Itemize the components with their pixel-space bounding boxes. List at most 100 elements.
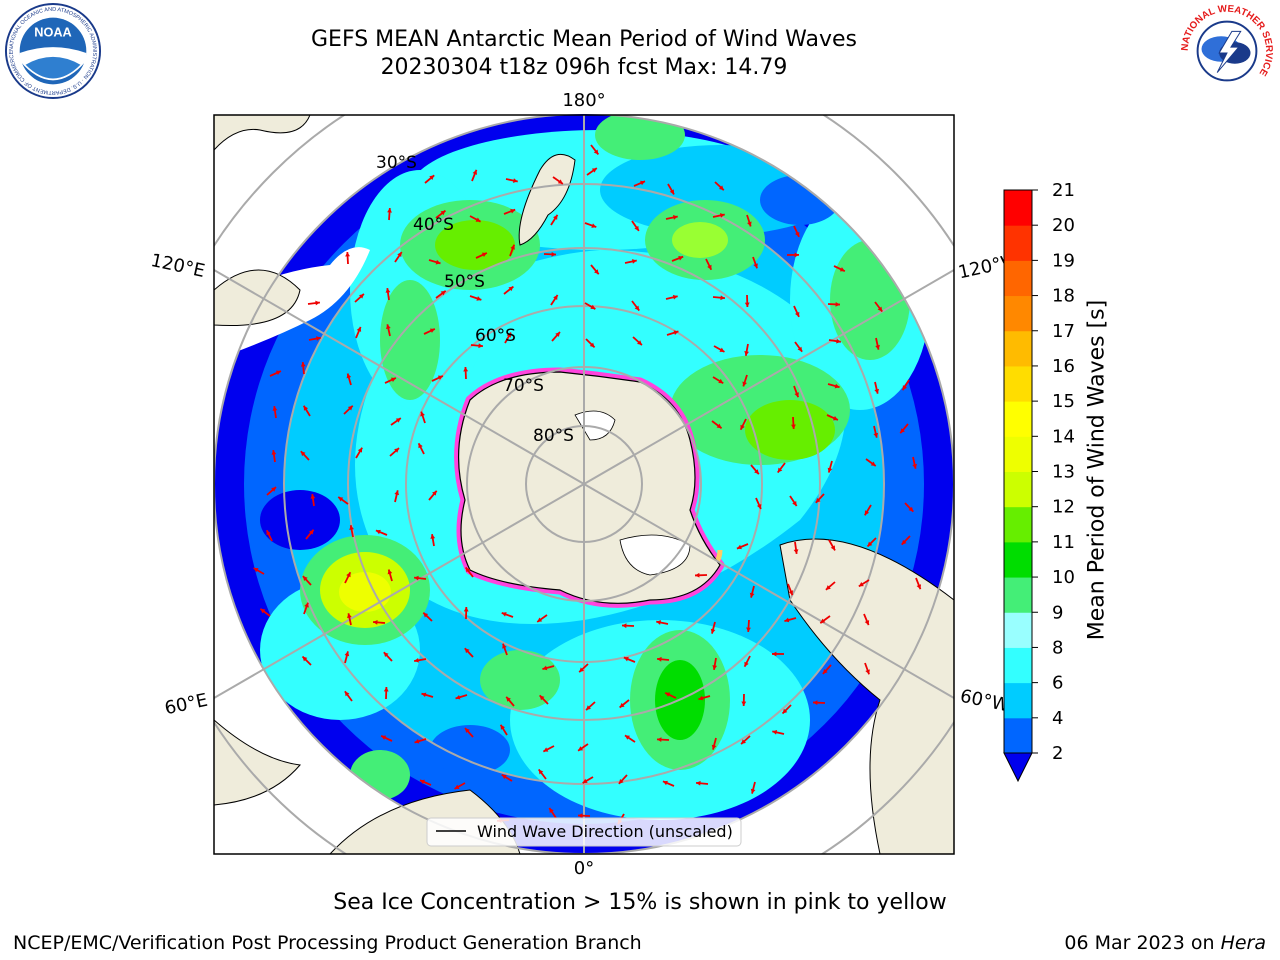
wave-direction-arrowhead bbox=[634, 225, 639, 231]
wave-direction-arrowhead bbox=[303, 405, 309, 411]
colorbar-tick-label: 20 bbox=[1052, 215, 1075, 236]
wave-direction-arrowhead bbox=[832, 415, 838, 421]
footer-date: 06 Mar 2023 on Hera bbox=[1064, 932, 1266, 954]
wave-direction-arrowhead bbox=[797, 346, 803, 352]
wave-direction-arrowhead bbox=[827, 467, 833, 473]
colorbar-segment bbox=[1004, 717, 1032, 754]
wave-direction-arrowhead bbox=[475, 217, 481, 222]
wave-direction-arrowhead bbox=[271, 487, 277, 492]
wave-direction-arrowhead bbox=[253, 567, 259, 573]
wave-direction-arrowhead bbox=[912, 463, 917, 469]
wave-direction-arrowhead bbox=[874, 388, 880, 394]
wave-direction-arrowhead bbox=[698, 695, 704, 701]
wave-direction-arrowhead bbox=[710, 628, 716, 634]
colorbar-segment bbox=[1004, 225, 1032, 261]
chart-subtitle: 20230304 t18z 096h fcst Max: 14.79 bbox=[380, 55, 788, 80]
wave-direction-arrowhead bbox=[657, 737, 662, 742]
wave-direction-arrowhead bbox=[435, 259, 441, 265]
wave-direction-arrowhead bbox=[476, 296, 482, 301]
wave-direction-arrowhead bbox=[678, 255, 684, 261]
wave-direction-arrowhead bbox=[753, 263, 758, 269]
wave-direction-arrowhead bbox=[870, 461, 876, 467]
wave-direction-arrowhead bbox=[747, 221, 752, 227]
lon-label-180: 180° bbox=[562, 90, 605, 111]
wave-direction-arrowhead bbox=[440, 210, 446, 216]
wave-direction-arrowhead bbox=[579, 667, 585, 673]
wave-direction-arrowhead bbox=[711, 744, 717, 750]
wave-direction-arrowhead bbox=[873, 432, 879, 438]
wave-direction-arrowhead bbox=[901, 539, 907, 545]
wave-direction-arrowhead bbox=[619, 702, 625, 708]
wave-direction-arrowhead bbox=[421, 692, 427, 698]
wave-direction-arrowhead bbox=[537, 617, 543, 622]
wave-direction-arrowhead bbox=[542, 665, 548, 671]
wave-direction-arrowhead bbox=[512, 178, 518, 183]
wave-direction-arrowhead bbox=[302, 576, 308, 581]
lat-label-60s: 60°S bbox=[475, 326, 516, 346]
wave-direction-arrowhead bbox=[836, 338, 841, 344]
colorbar: 2 4 6 8 9 10 11 12 13 14 15 16 17 18 19 20 21 bbox=[1003, 180, 1075, 783]
colorbar-segment bbox=[1004, 295, 1032, 332]
wave-direction-arrowhead bbox=[346, 572, 351, 578]
map-frame bbox=[213, 114, 955, 855]
wave-direction-arrowhead bbox=[669, 189, 674, 195]
wave-direction-arrowhead bbox=[472, 169, 478, 175]
wave-direction-arrowhead bbox=[465, 567, 471, 573]
wave-direction-arrowhead bbox=[551, 251, 556, 257]
colorbar-tick-label: 11 bbox=[1052, 532, 1075, 553]
wave-direction-arrowhead bbox=[420, 411, 425, 417]
noaa-logo: NOAA NATIONAL OCEANIC AND ATMOSPHERIC AD… bbox=[4, 2, 102, 100]
colorbar-tick-label: 4 bbox=[1052, 708, 1063, 729]
wave-direction-arrowhead bbox=[794, 392, 799, 398]
wave-direction-arrowhead bbox=[397, 252, 402, 258]
wave-direction-arrowhead bbox=[440, 290, 446, 296]
wave-direction-arrowhead bbox=[260, 608, 266, 614]
wave-direction-arrowhead bbox=[266, 530, 271, 536]
nws-logo: NATIONAL WEATHER SERVICE bbox=[1180, 3, 1274, 98]
wave-direction-arrowhead bbox=[349, 525, 354, 530]
wave-direction-arrowhead bbox=[672, 215, 678, 220]
wave-direction-arrowhead bbox=[900, 428, 905, 434]
colorbar-under-arrow bbox=[1003, 752, 1033, 783]
wave-direction-arrowhead bbox=[373, 619, 378, 625]
wave-direction-arrowhead bbox=[741, 739, 746, 745]
wave-direction-arrowhead bbox=[662, 780, 668, 786]
wave-direction-arrowhead bbox=[463, 607, 469, 612]
wave-direction-arrowhead bbox=[716, 423, 722, 429]
wave-direction-arrowhead bbox=[510, 244, 515, 250]
wave-direction-arrowhead bbox=[500, 724, 506, 730]
wave-direction-arrowhead bbox=[387, 208, 392, 213]
wave-direction-arrowhead bbox=[640, 180, 646, 186]
wave-direction-arrowhead bbox=[902, 385, 907, 391]
wave-direction-arrowhead bbox=[830, 545, 835, 551]
wave-direction-arrowhead bbox=[414, 738, 420, 744]
wave-direction-arrowhead bbox=[794, 252, 799, 258]
wave-direction-arrowhead bbox=[510, 209, 516, 214]
wave-direction-arrowhead bbox=[272, 406, 278, 411]
wave-direction-arrowhead bbox=[718, 378, 724, 384]
wave-direction-arrowhead bbox=[634, 305, 640, 311]
wave-direction-arrowhead bbox=[742, 381, 747, 387]
wave-direction-arrowhead bbox=[746, 627, 751, 632]
footer-machine: Hera bbox=[1220, 932, 1266, 954]
wave-direction-arrowhead bbox=[578, 813, 583, 819]
wave-direction-arrowhead bbox=[744, 302, 750, 307]
wave-direction-arrowhead bbox=[390, 377, 396, 382]
wave-direction-arrowhead bbox=[345, 252, 350, 257]
wave-direction-arrowhead bbox=[794, 311, 800, 317]
wave-direction-arrowhead bbox=[673, 330, 679, 336]
wave-direction-arrowhead bbox=[539, 695, 545, 701]
colorbar-segment bbox=[1004, 401, 1032, 437]
wave-direction-arrowhead bbox=[788, 590, 794, 596]
wave-direction-arrowhead bbox=[822, 668, 828, 674]
map-legend: Wind Wave Direction (unscaled) bbox=[426, 817, 742, 847]
wave-direction-arrowhead bbox=[300, 362, 306, 367]
wave-direction-arrowhead bbox=[538, 769, 544, 775]
wave-direction-arrowhead bbox=[637, 340, 642, 346]
wave-direction-arrowhead bbox=[750, 788, 756, 794]
wave-direction-arrowhead bbox=[624, 735, 630, 740]
wave-direction-arrowhead bbox=[357, 447, 363, 453]
wave-direction-arrowhead bbox=[418, 443, 423, 449]
wave-direction-arrowhead bbox=[455, 694, 461, 700]
